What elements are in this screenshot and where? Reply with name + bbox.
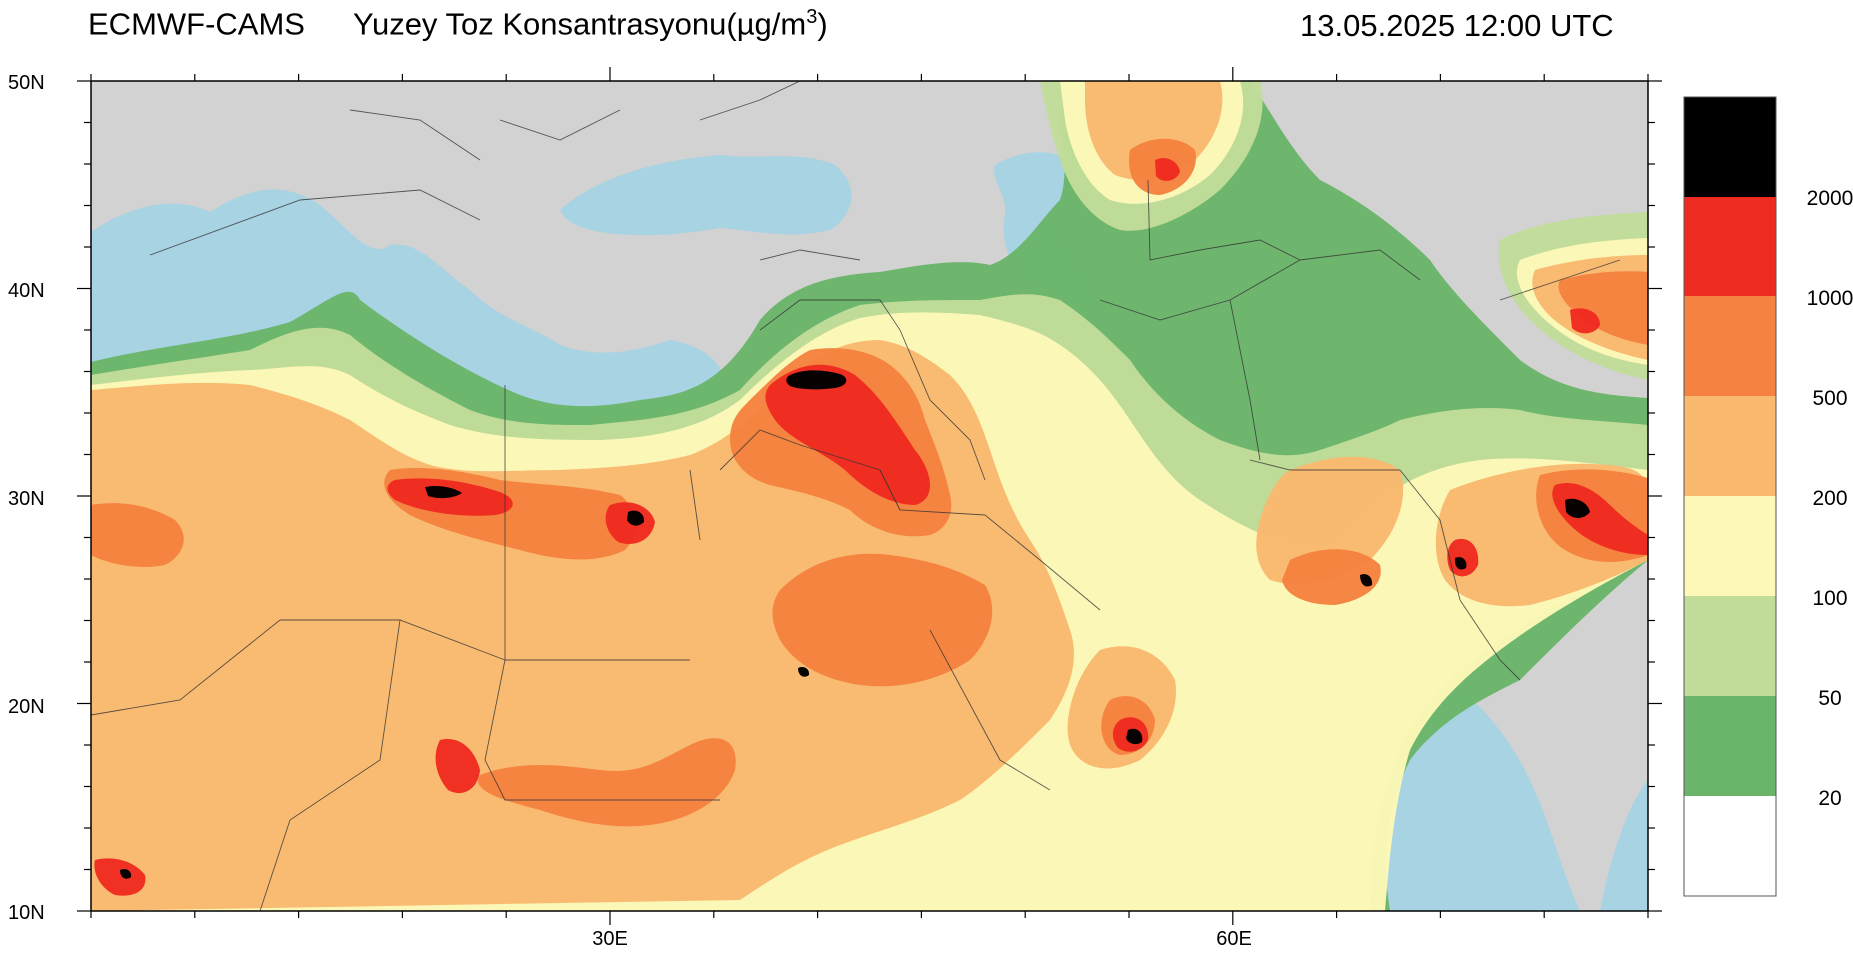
legend-swatch-1000 [1684,197,1776,296]
legend-swatch-20 [1684,696,1776,796]
dust-level-1000-west [94,858,146,896]
dust-level-1000-pakistan [1447,538,1479,577]
lon-label: 30E [592,928,628,950]
dust-level-1000-northeast [1570,308,1600,334]
lon-label: 60E [1216,928,1252,950]
bay-of-bengal [1600,780,1648,911]
legend-label: 50 [1818,687,1841,710]
lat-label: 40N [8,280,45,302]
dust-level-1000-north [1155,158,1180,181]
legend-label: 100 [1812,587,1847,610]
legend: 2000 1000 500 200 100 50 20 [1683,96,1853,897]
legend-label: 20 [1818,787,1841,810]
dust-level-500-pakistan [1282,549,1381,605]
legend-swatch-50 [1684,596,1776,696]
dust-level-500-northeast [1558,271,1648,345]
dust-level-2000-india [1565,498,1590,518]
legend-label: 1000 [1807,287,1853,310]
dust-level-2000-oman [1126,728,1143,745]
legend-label: 500 [1812,387,1847,410]
dust-level-2000-egypt [425,485,462,499]
dust-level-2000-red-sea [798,666,810,677]
lat-label: 30N [8,488,45,510]
map-title: ECMWF-CAMS Yuzey Toz Konsantrasyonu(µg/m3… [88,6,828,42]
dust-level-500-sudan [478,738,736,827]
dust-level-2000-west [120,868,132,879]
dust-level-500-arabia [772,553,993,687]
lon-labels: 30E 60E [592,928,1252,950]
title-text: Yuzey Toz Konsantrasyonu(µg/m [352,6,807,42]
legend-label: 200 [1812,487,1847,510]
lat-label: 10N [8,902,45,924]
legend-label: 2000 [1807,187,1853,210]
dust-level-200-pakistan [1256,456,1404,584]
legend-swatch-100 [1684,496,1776,596]
source-label: ECMWF-CAMS [88,6,305,42]
dust-level-1000-sudan [435,739,480,794]
dust-level-1000-iraq [765,364,930,505]
dust-contours [91,81,1648,911]
dust-level-2000-pakistan [1454,557,1467,570]
title-superscript: 3 [806,6,818,28]
legend-swatch-200 [1684,396,1776,496]
dust-level-2000-pakistan-coast [1360,574,1373,587]
black-sea [560,155,852,236]
borders [91,81,1621,911]
legend-swatch-500 [1684,296,1776,396]
lat-label: 20N [8,696,45,718]
legend-swatch-2000plus [1684,97,1776,197]
axis-ticks [77,67,1662,925]
dust-level-2000-sinai [627,510,645,526]
atlantic-west [91,235,154,362]
legend-frame [1683,96,1777,897]
dust-level-2000-iraq [786,370,847,390]
lat-label: 50N [8,72,45,94]
map-area [91,81,1648,911]
dust-level-500-west [91,503,184,567]
datetime-label: 13.05.2025 12:00 UTC [1300,8,1614,43]
lat-labels: 50N 40N 30N 20N 10N [8,72,45,924]
legend-swatch-below-20 [1684,796,1776,896]
title-close: ) [817,6,828,42]
